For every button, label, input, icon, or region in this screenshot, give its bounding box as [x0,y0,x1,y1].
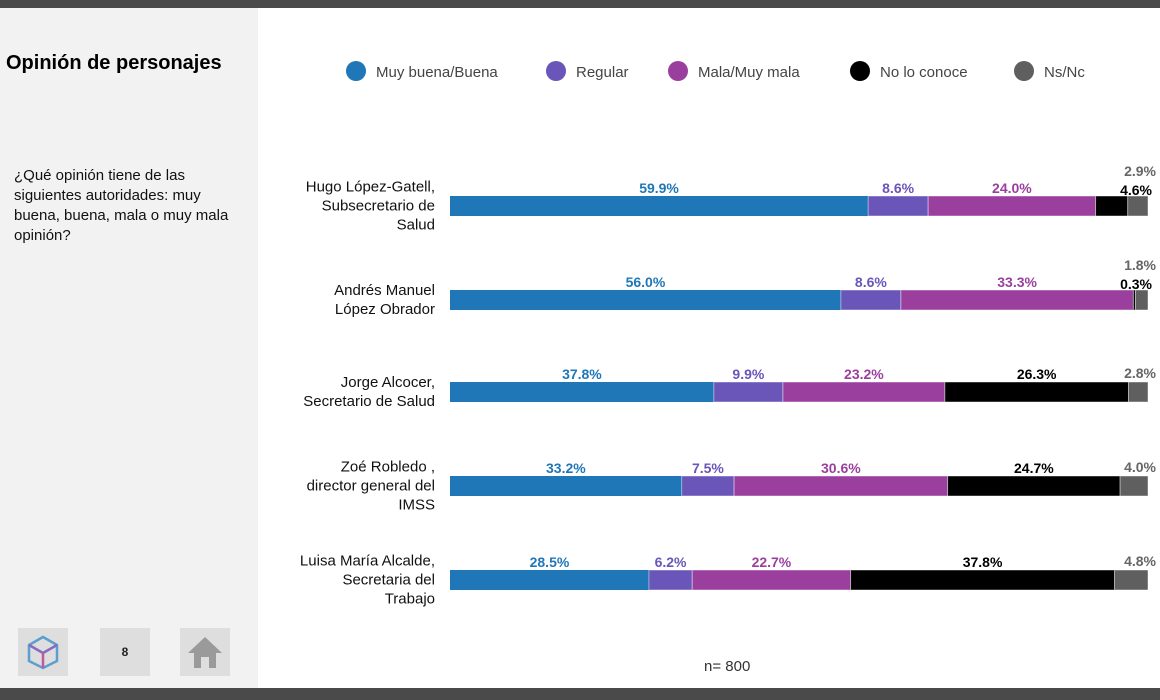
category-label: Zoé Robledo , [341,459,435,476]
data-label: 0.3% [1120,276,1152,292]
bar-segment [681,475,735,497]
sidebar-panel: Opinión de personajes ¿Qué opinión tiene… [0,8,258,688]
data-label: 8.6% [855,274,887,290]
data-label: 24.0% [992,180,1032,196]
data-label: 30.6% [821,460,861,476]
bar-segment [450,290,841,310]
legend-label: Mala/Muy mala [698,64,800,81]
bar-segment [867,195,929,217]
data-label: 59.9% [639,180,679,196]
legend-marker [850,61,870,81]
slide: Opinión de personajes ¿Qué opinión tiene… [0,8,1160,688]
data-label: 7.5% [692,460,724,476]
data-label: 6.2% [655,554,687,570]
legend-label: Muy buena/Buena [376,64,498,81]
page-number-button[interactable]: 8 [100,628,150,676]
category-label: Trabajo [385,591,435,608]
bar-segment [1114,569,1149,591]
bar-segment [1128,381,1149,403]
bar-segment [900,289,1134,311]
data-label: 4.8% [1124,553,1156,569]
category-label: Jorge Alcocer, [341,374,435,391]
data-label: 37.8% [562,366,602,382]
bar-segment [1135,289,1149,311]
category-label: Salud [397,217,435,234]
home-button[interactable] [180,628,230,676]
legend-label: Ns/Nc [1044,64,1085,81]
bar-segment [450,476,682,496]
category-label: Subsecretario de [322,198,435,215]
data-label: 28.5% [530,554,570,570]
legend-marker [546,61,566,81]
data-label: 23.2% [844,366,884,382]
bar-segment [782,381,946,403]
bar-segment [850,569,1115,591]
data-label: 2.9% [1124,163,1156,179]
data-label: 33.3% [997,274,1037,290]
survey-question: ¿Qué opinión tiene de las siguientes aut… [14,167,229,244]
legend-marker [1014,61,1034,81]
data-label: 4.0% [1124,459,1156,475]
bar-segment [1095,195,1129,217]
bar-segment [691,569,852,591]
data-label: 33.2% [546,460,586,476]
data-label: 8.6% [882,180,914,196]
bar-segment [713,381,784,403]
bar-segment [450,196,869,216]
sample-size: n= 800 [704,658,751,675]
data-label: 56.0% [626,274,666,290]
data-label: 1.8% [1124,257,1156,273]
category-label: López Obrador [335,301,435,318]
bar-segment [1127,195,1149,217]
legend-label: No lo conoce [880,64,968,81]
legend-label: Regular [576,64,629,81]
legend-marker [346,61,366,81]
cube-logo-icon [27,635,59,670]
category-label: Secretario de Salud [303,393,435,410]
bar-segment [927,195,1097,217]
data-label: 9.9% [732,366,764,382]
bar-segment [648,569,693,591]
category-label: IMSS [398,497,435,514]
data-label: 24.7% [1014,460,1054,476]
data-label: 22.7% [752,554,792,570]
category-label: Andrés Manuel [334,282,435,299]
legend-marker [668,61,688,81]
category-label: Luisa María Alcalde, [300,553,435,570]
page-title: Opinión de personajes [6,52,222,74]
data-label: 26.3% [1017,366,1057,382]
logo-button[interactable] [18,628,68,676]
data-label: 4.6% [1120,182,1152,198]
home-icon [188,637,222,668]
data-label: 2.8% [1124,365,1156,381]
bar-segment [947,475,1121,497]
stacked-bar-chart: Muy buena/Buena Regular Mala/Muy mala No lo… [300,61,1157,608]
bar-segment [450,382,714,402]
bar-segment [450,570,649,590]
bar-segment [840,289,902,311]
category-label: Secretaria del [342,572,435,589]
bar-segment [733,475,949,497]
category-label: Hugo López-Gatell, [306,179,435,196]
category-label: director general del [307,478,435,495]
page-number: 8 [121,645,129,659]
bar-segment [944,381,1129,403]
data-label: 37.8% [963,554,1003,570]
bar-segment [1119,475,1149,497]
